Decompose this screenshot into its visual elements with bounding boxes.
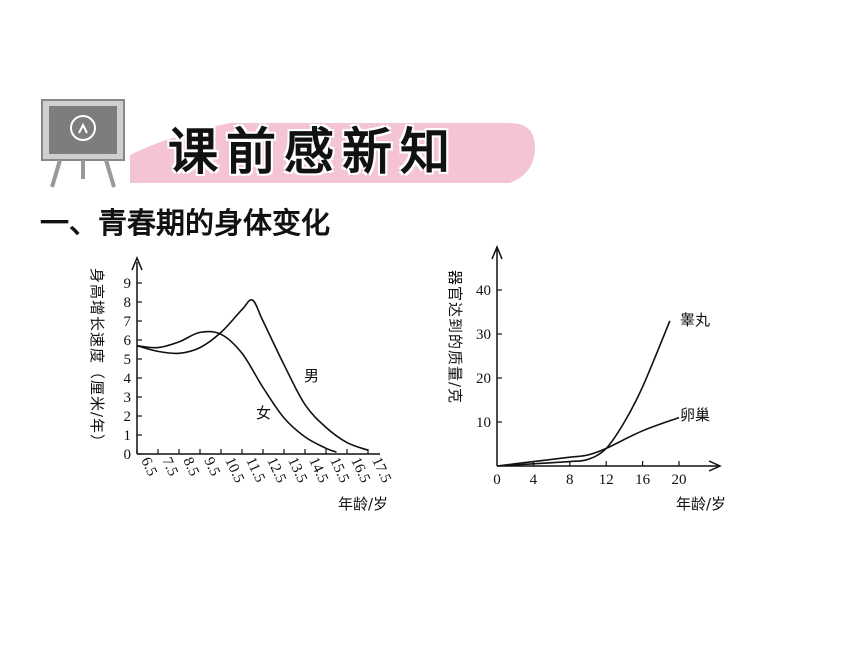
height-chart-x-tick-label: 7.5: [158, 455, 180, 479]
organ-chart-y-tick-label: 40: [476, 283, 491, 299]
height-chart-y-tick-label: 4: [124, 371, 132, 387]
organ-chart-y-arrow: [491, 245, 503, 260]
height-chart-series-label: 女: [256, 404, 271, 422]
banner-title: 课前感新知: [168, 122, 458, 181]
organ-chart-xlabel: 年龄/岁: [676, 495, 726, 513]
height-chart-series-line: [136, 298, 369, 451]
height-chart-xlabel: 年龄/岁: [338, 495, 388, 513]
height-chart-x-tick-label: 6.5: [137, 455, 159, 479]
height-chart-x-tick-label: 9.5: [200, 455, 222, 479]
section-heading: 一、青春期的身体变化: [40, 206, 331, 240]
height-chart-x-tick-label: 8.5: [179, 455, 201, 479]
height-chart-series-label: 男: [304, 367, 319, 385]
blackboard-icon: [41, 99, 125, 188]
height-chart-y-tick-label: 6: [124, 333, 132, 349]
height-chart-series-line: [136, 330, 337, 453]
organ-chart-x-tick-label: 4: [530, 472, 538, 488]
organ-chart-series-line: [496, 320, 671, 467]
height-chart-y-tick-label: 3: [124, 390, 132, 406]
organ-chart-ylabel-text: 器官达到的质量/克: [446, 270, 464, 404]
organ-chart-y-tick-label: 30: [476, 327, 491, 343]
organ-chart-x-tick-label: 0: [493, 472, 501, 488]
height-chart-y-tick-label: 9: [124, 276, 132, 292]
height-chart-y-tick-label: 5: [124, 352, 132, 368]
organ-chart-y-tick-label: 10: [476, 415, 491, 431]
banner-ribbon: [130, 123, 535, 183]
organ-chart-x-tick-label: 12: [599, 472, 614, 488]
height-chart-y-tick-label: 8: [124, 295, 132, 311]
organ-chart-y-tick-label: 20: [476, 371, 491, 387]
organ-chart-ylabel: 器官达到的质量/克: [446, 270, 464, 404]
height-chart-y-tick-label: 0: [124, 447, 132, 463]
organ-chart-series-label: 睾丸: [680, 311, 710, 329]
organ-chart-x-tick-label: 8: [566, 472, 574, 488]
height-chart-y-tick-label: 2: [124, 409, 132, 425]
organ-chart-x-arrow: [708, 460, 722, 472]
height-chart-y-tick-label: 1: [124, 428, 132, 444]
organ-chart-x-tick-label: 16: [635, 472, 651, 488]
height-chart-y-arrow: [131, 256, 143, 271]
organ-chart-series-line: [496, 416, 680, 467]
organ-chart-series-label: 卵巢: [680, 406, 710, 424]
organ-chart-x-tick-label: 20: [672, 472, 687, 488]
section-banner: [41, 99, 535, 188]
height-chart-y-tick-label: 7: [124, 314, 132, 330]
height-chart-ylabel: 身高增长速度（厘米/年）: [88, 268, 106, 450]
height-chart-ylabel-text: 身高增长速度（厘米/年）: [88, 268, 106, 450]
